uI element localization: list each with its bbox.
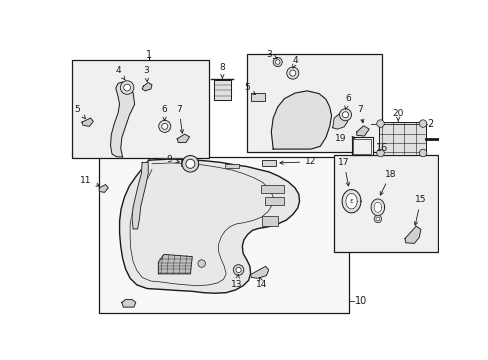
Text: ε: ε	[349, 198, 353, 204]
Bar	[261, 185, 283, 193]
Text: 12: 12	[279, 157, 316, 166]
Text: 15: 15	[413, 195, 426, 225]
Bar	[351, 138, 373, 155]
Circle shape	[339, 109, 351, 121]
Polygon shape	[120, 159, 299, 293]
Text: 20: 20	[392, 109, 403, 121]
Text: 3: 3	[265, 50, 277, 59]
Circle shape	[159, 120, 170, 132]
Text: 10: 10	[355, 296, 367, 306]
Polygon shape	[373, 202, 381, 212]
Polygon shape	[404, 226, 420, 243]
Text: 2: 2	[427, 118, 433, 129]
Text: 3: 3	[143, 66, 148, 82]
Circle shape	[376, 120, 384, 127]
Circle shape	[123, 84, 130, 91]
Circle shape	[162, 123, 167, 129]
Polygon shape	[356, 126, 368, 136]
Circle shape	[233, 265, 244, 275]
Polygon shape	[132, 162, 148, 229]
Polygon shape	[332, 112, 347, 129]
Text: 18: 18	[380, 170, 396, 195]
Bar	[246, 54, 381, 152]
Circle shape	[286, 67, 298, 79]
Text: 4: 4	[292, 56, 298, 68]
Circle shape	[235, 267, 241, 273]
Circle shape	[376, 149, 384, 157]
Polygon shape	[122, 300, 136, 307]
Polygon shape	[250, 266, 268, 278]
Text: 16: 16	[375, 143, 387, 153]
Text: 11: 11	[80, 176, 100, 186]
Text: 6: 6	[344, 94, 350, 109]
Bar	[72, 60, 209, 158]
Circle shape	[418, 120, 426, 127]
Text: 9: 9	[166, 155, 179, 164]
Text: 5: 5	[74, 105, 85, 119]
Polygon shape	[342, 190, 360, 213]
Polygon shape	[345, 193, 356, 209]
Polygon shape	[142, 82, 152, 91]
Polygon shape	[110, 82, 134, 157]
Circle shape	[185, 159, 195, 168]
Circle shape	[418, 149, 426, 157]
Bar	[181, 159, 198, 166]
Text: 5: 5	[244, 83, 255, 95]
Circle shape	[289, 70, 295, 76]
Circle shape	[342, 112, 348, 118]
Polygon shape	[370, 199, 384, 216]
Polygon shape	[213, 80, 230, 100]
Text: 7: 7	[357, 105, 363, 123]
Bar	[333, 155, 437, 252]
Circle shape	[198, 260, 205, 267]
Bar	[224, 163, 239, 168]
Polygon shape	[271, 91, 331, 149]
Polygon shape	[158, 255, 192, 274]
Circle shape	[373, 215, 381, 223]
Text: 7: 7	[176, 105, 183, 133]
Bar	[250, 93, 264, 102]
Text: 17: 17	[338, 158, 349, 186]
Text: 14: 14	[256, 277, 267, 289]
Text: 4: 4	[115, 66, 125, 80]
Bar	[99, 157, 348, 314]
Circle shape	[375, 217, 379, 221]
Bar	[262, 216, 277, 226]
Bar	[264, 197, 283, 205]
Text: 6: 6	[161, 105, 166, 121]
Circle shape	[275, 60, 280, 64]
Circle shape	[120, 81, 134, 94]
Text: 1: 1	[145, 50, 152, 60]
Bar	[352, 139, 370, 153]
Text: 19: 19	[335, 134, 355, 143]
Bar	[378, 122, 425, 155]
Bar	[262, 159, 276, 166]
Text: 8: 8	[219, 63, 225, 78]
Polygon shape	[99, 185, 108, 192]
Circle shape	[182, 156, 198, 172]
Polygon shape	[177, 134, 189, 143]
Polygon shape	[82, 118, 93, 126]
Text: 13: 13	[230, 275, 242, 289]
Circle shape	[273, 58, 282, 67]
